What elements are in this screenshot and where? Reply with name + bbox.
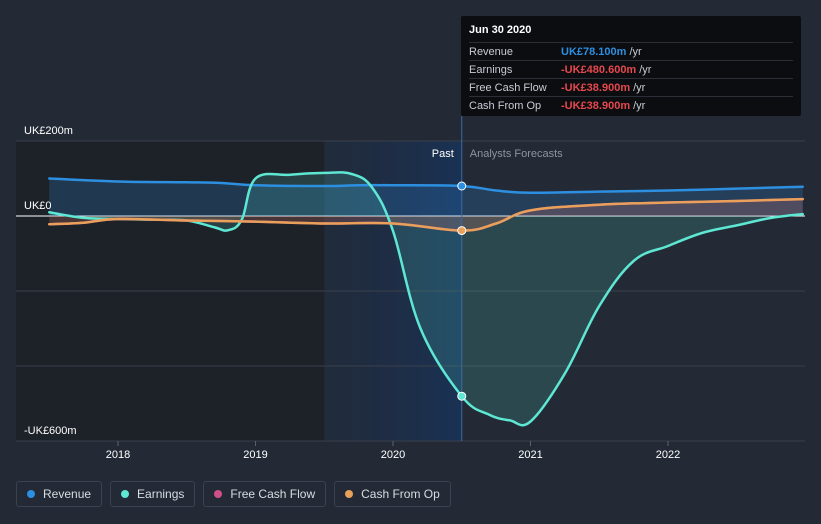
x-tick-label: 2020 bbox=[381, 449, 405, 461]
x-tick-label: 2021 bbox=[518, 449, 542, 461]
tooltip-row-free-cash-flow: Free Cash Flow -UK£38.900m /yr bbox=[469, 78, 793, 96]
legend-label: Revenue bbox=[43, 487, 92, 501]
legend-item-cash-from-op[interactable]: Cash From Op bbox=[334, 481, 451, 507]
legend-label: Free Cash Flow bbox=[230, 487, 316, 501]
legend-label: Earnings bbox=[137, 487, 185, 501]
tooltip-label: Cash From Op bbox=[469, 99, 542, 112]
tooltip-value: -UK£38.900m bbox=[561, 81, 631, 94]
data-tooltip: Jun 30 2020 Revenue UK£78.100m /yr Earni… bbox=[461, 16, 801, 116]
x-tick-label: 2022 bbox=[656, 449, 680, 461]
past-label: Past bbox=[432, 148, 454, 160]
x-axis-labels: 2018 2019 2020 2021 2022 bbox=[106, 441, 680, 461]
tooltip-row-earnings: Earnings -UK£480.600m /yr bbox=[469, 60, 793, 78]
tooltip-label: Earnings bbox=[469, 63, 513, 76]
tooltip-label: Revenue bbox=[469, 45, 514, 58]
legend-dot-icon bbox=[27, 490, 35, 498]
y-axis-labels: UK£200m UK£0 -UK£600m bbox=[24, 125, 77, 437]
y-tick-label: -UK£600m bbox=[24, 425, 77, 437]
forecast-label: Analysts Forecasts bbox=[470, 148, 563, 160]
legend-item-free-cash-flow[interactable]: Free Cash Flow bbox=[203, 481, 327, 507]
tooltip-row-revenue: Revenue UK£78.100m /yr bbox=[469, 42, 793, 60]
line-revenue bbox=[48, 177, 804, 195]
area-earnings bbox=[49, 172, 803, 426]
tooltip-value: UK£78.100m bbox=[561, 45, 627, 58]
series-areas bbox=[49, 172, 803, 426]
x-tick-label: 2018 bbox=[106, 449, 130, 461]
y-tick-label: UK£0 bbox=[24, 200, 52, 212]
hover-markers bbox=[457, 181, 467, 401]
series-lines bbox=[48, 171, 804, 427]
chart-legend: Revenue Earnings Free Cash Flow Cash Fro… bbox=[16, 481, 451, 507]
tooltip-row-cash-from-op: Cash From Op -UK£38.900m /yr bbox=[469, 96, 793, 114]
area-cash-from-op bbox=[49, 199, 803, 231]
tooltip-unit: /yr bbox=[633, 81, 646, 94]
grid-lines bbox=[16, 140, 805, 442]
marker-earnings bbox=[457, 391, 467, 401]
legend-dot-icon bbox=[345, 490, 354, 498]
tooltip-unit: /yr bbox=[639, 63, 652, 76]
legend-item-revenue[interactable]: Revenue bbox=[16, 481, 103, 507]
area-free-cash-flow bbox=[49, 199, 803, 231]
line-earnings bbox=[48, 171, 804, 427]
area-revenue bbox=[49, 178, 803, 216]
line-cash-from-op bbox=[48, 197, 804, 232]
legend-dot-icon bbox=[214, 490, 223, 498]
tooltip-value: -UK£480.600m bbox=[561, 63, 637, 76]
legend-dot-icon bbox=[121, 490, 130, 498]
x-tick-label: 2019 bbox=[243, 449, 267, 461]
y-tick-label: UK£200m bbox=[24, 125, 73, 137]
marker-revenue bbox=[457, 181, 467, 191]
tooltip-value: -UK£38.900m bbox=[561, 99, 631, 112]
tooltip-date: Jun 30 2020 bbox=[469, 24, 532, 36]
legend-item-earnings[interactable]: Earnings bbox=[110, 481, 196, 507]
tooltip-unit: /yr bbox=[633, 99, 646, 112]
tooltip-label: Free Cash Flow bbox=[469, 81, 547, 94]
marker-cash-from-op bbox=[457, 226, 467, 236]
tooltip-unit: /yr bbox=[629, 45, 642, 58]
legend-label: Cash From Op bbox=[361, 487, 440, 501]
